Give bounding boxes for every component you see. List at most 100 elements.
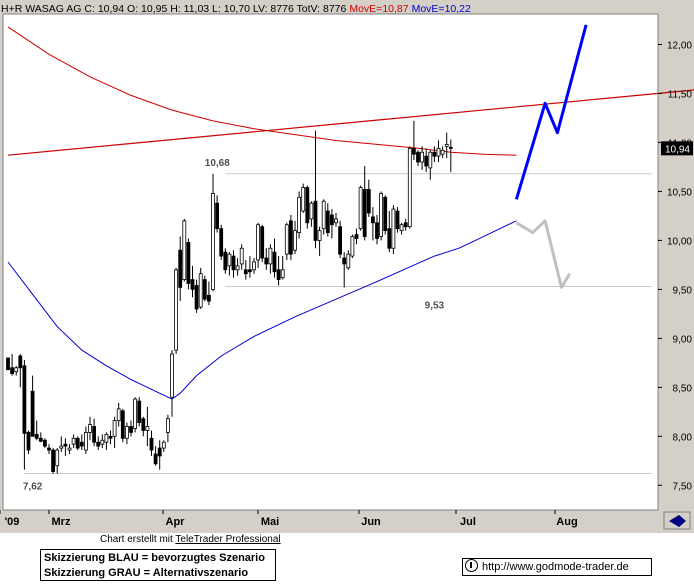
candle-body [366, 189, 371, 214]
x-tick-label: Apr [166, 516, 186, 528]
candle [18, 354, 23, 388]
candle-body [157, 447, 162, 457]
candle-body [370, 216, 375, 224]
y-tick-label: 8,50 [673, 383, 693, 394]
candle-body [116, 408, 121, 422]
candle [334, 212, 338, 227]
candle [366, 179, 371, 217]
scroll-arrow-button[interactable] [663, 511, 691, 530]
candle-body [301, 187, 306, 212]
annotations: 10,68 9,53 7,62 [23, 158, 445, 493]
header-mov-blue: MovE=10,22 [412, 3, 471, 15]
candles [6, 120, 453, 474]
candle-body [170, 353, 174, 398]
candle [6, 357, 10, 371]
candle [272, 238, 277, 278]
candle-body [129, 426, 133, 433]
x-tick-label: Jul [460, 516, 476, 528]
candle [301, 183, 306, 213]
candle-body [387, 228, 392, 249]
candle [198, 267, 203, 309]
resistance-trend-line [7, 89, 694, 156]
info-icon [465, 559, 478, 572]
candle [276, 256, 281, 286]
candle [202, 275, 207, 302]
candle-body [309, 202, 314, 220]
source-url-box[interactable]: http://www.godmode-trader.de [462, 558, 652, 576]
candle-body [284, 224, 289, 255]
candle-body [75, 437, 80, 449]
candle [383, 195, 388, 235]
candle-body [71, 437, 76, 445]
header-mov-red: MovE=10,87 [349, 3, 408, 15]
candle-body [297, 196, 302, 233]
candle-body [272, 251, 277, 273]
candle [407, 146, 412, 229]
candle [432, 146, 437, 163]
price-annotation: 9,53 [425, 300, 445, 311]
candle [51, 448, 55, 474]
candle-body [391, 208, 396, 249]
candle-body [227, 253, 232, 267]
candle [243, 260, 248, 280]
candle [43, 438, 47, 449]
candle-body [165, 418, 170, 433]
candle [411, 120, 416, 161]
candle-body [358, 187, 363, 230]
candle-body [108, 435, 113, 439]
candle [26, 430, 31, 454]
candle [63, 438, 68, 456]
header-symbol: H+R WASAG AG [1, 3, 81, 15]
candle-body [313, 200, 318, 241]
candle-body [104, 433, 109, 443]
candle-body [206, 294, 211, 302]
candle [350, 234, 355, 259]
candle [329, 209, 334, 239]
candle-body [84, 432, 88, 451]
candle [182, 218, 187, 282]
candle-body [178, 249, 183, 288]
y-tick-label: 10,50 [667, 187, 692, 198]
y-tick-label: 7,50 [673, 481, 693, 492]
candle-body [399, 224, 404, 232]
y-axis: 7,508,008,509,009,5010,0010,5011,0011,50… [657, 14, 693, 510]
candle [260, 224, 265, 262]
candle-body [96, 441, 101, 447]
candle-body [6, 357, 10, 371]
moving-average-slow [7, 26, 517, 156]
candle [186, 238, 191, 290]
candle-body [383, 196, 388, 232]
candle-body [186, 241, 191, 284]
candle [399, 222, 404, 235]
candle-body [59, 445, 64, 449]
candle [288, 214, 293, 260]
candle-body [375, 222, 379, 239]
candle-body [223, 251, 228, 271]
candle [178, 236, 183, 302]
x-tick-label: Mai [261, 516, 279, 528]
candle [284, 222, 289, 260]
y-tick-label: 11,50 [668, 89, 693, 100]
support-lines [24, 173, 652, 475]
candle [125, 422, 129, 445]
candle [190, 265, 195, 298]
x-tick-label: Jun [361, 516, 381, 528]
candle-body [350, 236, 355, 257]
candle [424, 148, 429, 172]
candle-body [182, 220, 187, 280]
candle-body [329, 214, 334, 226]
candle [79, 434, 84, 451]
candle-body [120, 410, 125, 439]
y-tick-label: 12,00 [667, 40, 692, 51]
teletrader-link[interactable]: TeleTrader Professional [175, 534, 281, 545]
candle-body [79, 441, 84, 447]
candle [30, 375, 35, 437]
plot-area [2, 13, 659, 511]
candle [153, 446, 158, 466]
candle [313, 130, 318, 249]
candle-body [112, 420, 117, 437]
candle-body [26, 432, 31, 451]
candle-body [325, 210, 330, 233]
candle-body [379, 192, 384, 237]
candle-body [153, 453, 158, 465]
